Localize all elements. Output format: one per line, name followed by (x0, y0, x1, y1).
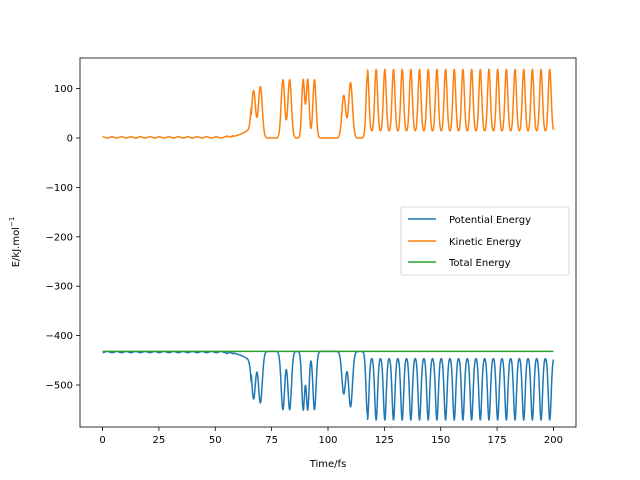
tick-layer: 0 25 50 75 100 125 150 175 200 100 0 −100 −200 −300 −4… (46, 84, 563, 446)
x-tick-label: 25 (153, 435, 166, 446)
y-axis-label-superscript: −1 (8, 217, 16, 227)
legend: Potential Energy Kinetic Energy Total En… (400, 206, 570, 276)
x-tick-label: 125 (375, 435, 394, 446)
y-axis-label-main: E/kJ.mol (11, 227, 22, 267)
y-tick-label: −400 (46, 331, 73, 342)
x-tick-label: 0 (99, 435, 105, 446)
legend-box (400, 206, 570, 276)
legend-label-potential: Potential Energy (449, 215, 531, 226)
y-axis-label: E/kJ.mol−1 (8, 217, 22, 268)
x-tick-label: 175 (488, 435, 507, 446)
x-tick-label: 200 (544, 435, 563, 446)
x-axis-label: Time/fs (309, 459, 347, 470)
series-layer (102, 68, 555, 421)
x-tick-label: 50 (209, 435, 222, 446)
y-tick-label: −300 (46, 282, 73, 293)
y-tick-label: −500 (46, 381, 73, 392)
y-tick-label: 100 (54, 84, 73, 95)
x-tick-label: 150 (431, 435, 450, 446)
y-tick-label: −200 (46, 232, 73, 243)
kinetic-energy-line (102, 68, 555, 139)
legend-label-kinetic: Kinetic Energy (449, 237, 521, 248)
x-tick-label: 100 (318, 435, 337, 446)
y-tick-label: 0 (67, 134, 73, 145)
x-tick-label: 75 (265, 435, 278, 446)
y-tick-label: −100 (46, 183, 73, 194)
legend-label-total: Total Energy (448, 258, 511, 269)
